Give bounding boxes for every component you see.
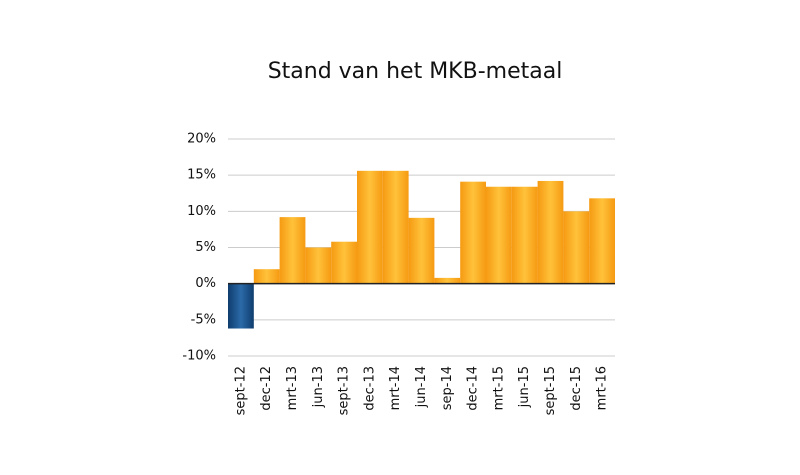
bar <box>434 277 461 284</box>
bar <box>408 217 435 284</box>
bar <box>253 269 280 284</box>
y-tick-label: 0% <box>195 276 216 291</box>
x-tick-label: mrt-13 <box>285 366 300 410</box>
x-tick-label: dec-15 <box>569 366 584 411</box>
bar <box>460 181 486 284</box>
bar <box>331 241 357 284</box>
bar <box>537 180 564 284</box>
y-tick-label: 15% <box>187 168 216 183</box>
bar <box>382 170 409 284</box>
x-tick-label: sep-14 <box>440 366 455 410</box>
x-tick-label: mrt-15 <box>491 366 506 410</box>
x-tick-label: jun-14 <box>414 366 429 408</box>
x-tick-label: jun-13 <box>311 366 326 408</box>
x-tick-label: mrt-16 <box>595 366 610 410</box>
x-tick-label: sept-15 <box>543 366 558 415</box>
y-tick-label: 5% <box>195 240 216 255</box>
bar <box>589 198 615 284</box>
x-tick-label: sept-13 <box>337 366 352 415</box>
x-tick-label: dec-13 <box>362 366 377 411</box>
x-tick-label: dec-14 <box>466 366 481 411</box>
bar <box>511 186 538 284</box>
bar <box>305 247 332 284</box>
x-tick-label: mrt-14 <box>388 366 403 410</box>
y-tick-label: -5% <box>191 312 216 327</box>
x-tick-label: sept-12 <box>233 366 248 415</box>
chart-title: Stand van het MKB-metaal <box>268 59 563 84</box>
x-tick-label: dec-12 <box>259 366 274 411</box>
x-tick-label: jun-15 <box>517 366 532 408</box>
bar <box>563 211 590 284</box>
y-tick-label: 20% <box>187 132 216 147</box>
bar <box>357 170 383 284</box>
y-tick-label: 10% <box>187 204 216 219</box>
y-tick-label: -10% <box>182 349 216 364</box>
bar <box>228 283 254 329</box>
bar <box>486 186 512 284</box>
bar <box>279 217 306 284</box>
